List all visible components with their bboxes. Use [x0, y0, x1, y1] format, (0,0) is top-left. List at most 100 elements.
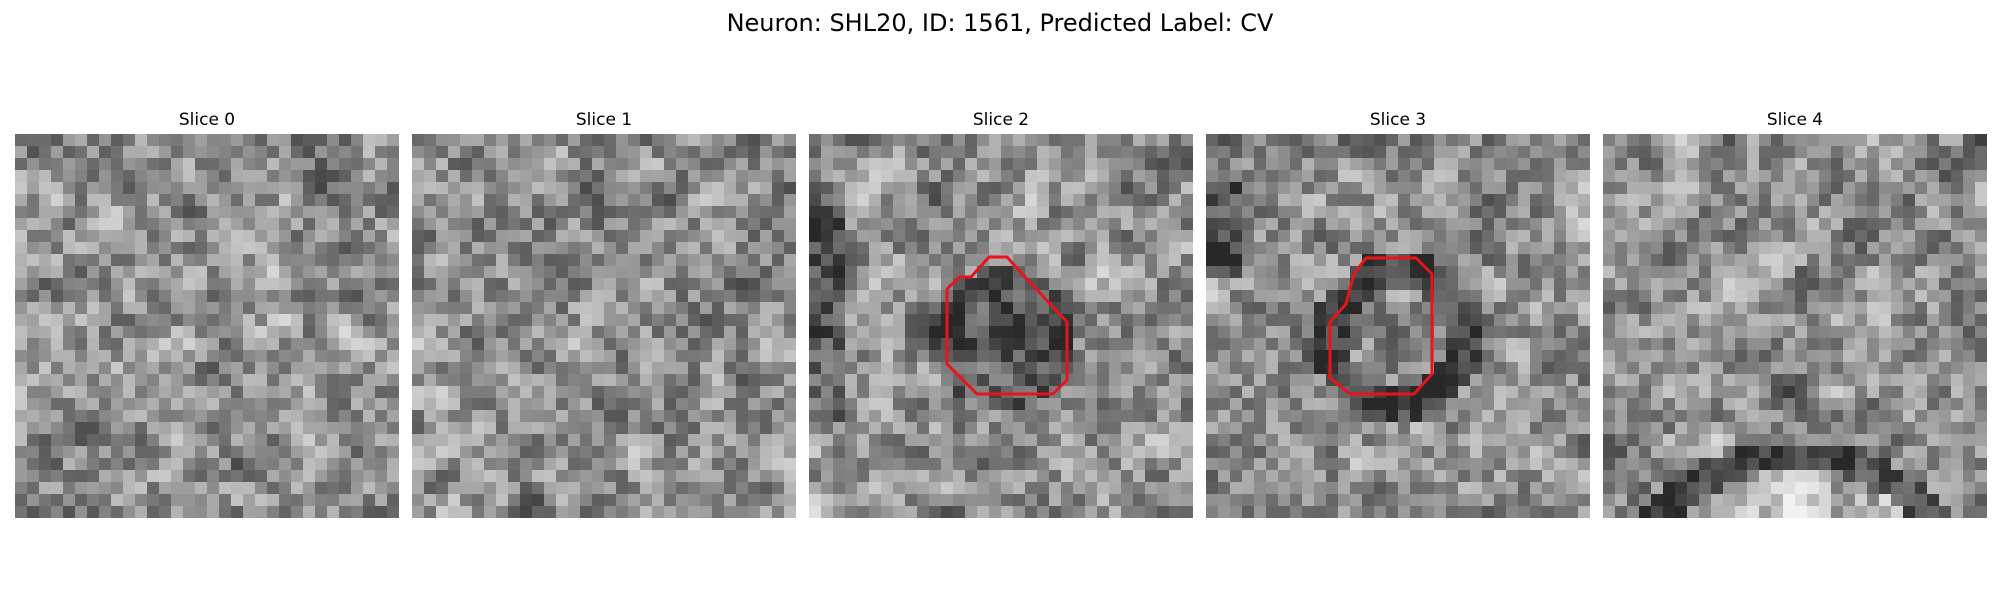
pixel — [15, 410, 28, 423]
pixel — [315, 314, 328, 327]
pixel — [63, 482, 76, 495]
pixel — [351, 434, 364, 447]
pixel — [87, 506, 100, 518]
pixel — [267, 278, 280, 291]
pixel — [640, 482, 653, 495]
pixel — [412, 266, 425, 279]
pixel — [1927, 350, 1940, 363]
pixel — [171, 482, 184, 495]
pixel — [1458, 470, 1471, 483]
pixel — [1639, 134, 1652, 147]
pixel — [1290, 206, 1303, 219]
pixel — [772, 278, 785, 291]
pixel — [1169, 266, 1182, 279]
pixel — [1578, 362, 1590, 375]
pixel — [75, 230, 88, 243]
pixel — [1278, 146, 1291, 159]
pixel — [893, 254, 906, 267]
pixel — [1242, 446, 1255, 459]
pixel — [941, 434, 954, 447]
pixel — [351, 302, 364, 315]
pixel — [712, 326, 725, 339]
pixel — [1097, 146, 1110, 159]
pixel — [941, 494, 954, 507]
pixel — [1554, 422, 1567, 435]
pixel — [351, 398, 364, 411]
pixel — [1627, 350, 1640, 363]
pixel — [387, 278, 399, 291]
pixel — [736, 446, 749, 459]
pixel — [147, 302, 160, 315]
pixel — [1049, 206, 1062, 219]
pixel — [39, 398, 52, 411]
pixel — [27, 482, 40, 495]
pixel — [1603, 398, 1616, 411]
pixel — [1735, 158, 1748, 171]
pixel — [436, 194, 449, 207]
pixel — [387, 434, 399, 447]
pixel — [195, 218, 208, 231]
pixel — [1482, 326, 1495, 339]
pixel — [760, 170, 773, 183]
pixel — [821, 170, 834, 183]
pixel — [1350, 134, 1363, 147]
pixel — [700, 206, 713, 219]
pixel — [472, 242, 485, 255]
pixel — [917, 458, 930, 471]
pixel — [1121, 158, 1134, 171]
pixel — [1181, 278, 1193, 291]
pixel — [1506, 146, 1519, 159]
pixel — [1542, 158, 1555, 171]
pixel — [1398, 230, 1411, 243]
pixel — [724, 314, 737, 327]
pixel — [1386, 278, 1399, 291]
pixel — [748, 422, 761, 435]
pixel — [363, 242, 376, 255]
pixel — [123, 314, 136, 327]
pixel — [219, 158, 232, 171]
pixel — [905, 446, 918, 459]
pixel — [1290, 194, 1303, 207]
pixel — [917, 326, 930, 339]
pixel — [1494, 386, 1507, 399]
pixel — [219, 146, 232, 159]
pixel — [1001, 470, 1014, 483]
pixel — [1627, 278, 1640, 291]
pixel — [881, 410, 894, 423]
pixel — [977, 242, 990, 255]
pixel — [111, 374, 124, 387]
pixel — [616, 218, 629, 231]
pixel — [1915, 254, 1928, 267]
pixel — [604, 374, 617, 387]
pixel — [1133, 254, 1146, 267]
pixel — [1975, 254, 1987, 267]
pixel — [1073, 398, 1086, 411]
pixel — [424, 458, 437, 471]
pixel — [917, 350, 930, 363]
pixel — [267, 254, 280, 267]
pixel — [1350, 422, 1363, 435]
pixel — [688, 506, 701, 518]
pixel — [255, 182, 268, 195]
pixel — [929, 446, 942, 459]
pixel — [905, 170, 918, 183]
pixel — [1627, 326, 1640, 339]
pixel — [965, 254, 978, 267]
pixel — [1169, 506, 1182, 518]
pixel — [917, 470, 930, 483]
pixel — [1290, 446, 1303, 459]
pixel — [315, 434, 328, 447]
pixel — [1302, 170, 1315, 183]
pixel — [1783, 242, 1796, 255]
pixel — [1410, 302, 1423, 315]
pixel — [1915, 218, 1928, 231]
pixel — [1145, 446, 1158, 459]
pixel — [1735, 290, 1748, 303]
pixel — [640, 146, 653, 159]
pixel — [1927, 170, 1940, 183]
pixel — [989, 338, 1002, 351]
pixel — [1145, 494, 1158, 507]
pixel — [833, 242, 846, 255]
pixel — [508, 506, 521, 518]
pixel — [1157, 182, 1170, 195]
